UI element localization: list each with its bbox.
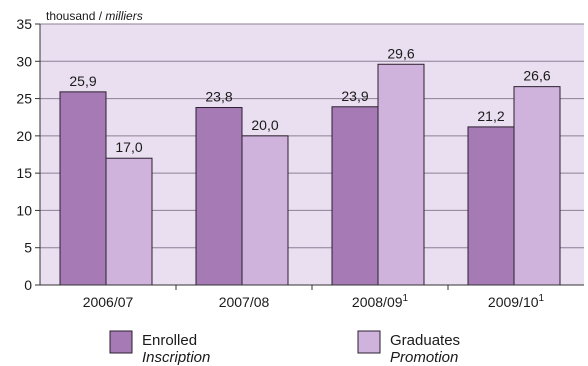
x-tick-label: 2006/07 xyxy=(83,294,134,310)
x-tick-label: 2008/091 xyxy=(352,293,409,310)
x-tick-label: 2009/101 xyxy=(488,293,545,310)
data-label-graduates-3: 26,6 xyxy=(523,68,550,84)
unit-label-regular: thousand / xyxy=(46,9,105,23)
data-label-enrolled-2: 23,9 xyxy=(341,88,368,104)
bar-enrolled-2 xyxy=(331,106,379,286)
data-label-enrolled-0: 25,9 xyxy=(69,73,96,89)
bar-enrolled-0 xyxy=(59,91,107,286)
y-tick-label: 20 xyxy=(16,128,32,144)
x-axis: 2006/07 2007/08 2008/091 2009/101 xyxy=(40,284,584,310)
bar-graduates-2 xyxy=(377,63,425,286)
unit-label-italic: milliers xyxy=(105,9,142,23)
y-tick-label: 35 xyxy=(16,16,32,32)
legend-label-italic: Inscription xyxy=(142,349,210,366)
x-tick-label-text: 2006/07 xyxy=(83,294,134,310)
data-label-graduates-2: 29,6 xyxy=(387,45,414,61)
y-tick-label: 10 xyxy=(16,202,32,218)
x-tick-label-text: 2007/08 xyxy=(219,294,270,310)
y-axis: 0 5 10 15 20 25 30 35 xyxy=(16,16,41,293)
data-label-enrolled-1: 23,8 xyxy=(205,89,232,105)
y-tick-label: 0 xyxy=(24,277,32,293)
bar-enrolled-1 xyxy=(195,107,243,286)
data-labels: 25,9 17,0 23,8 20,0 23,9 29,6 21,2 26,6 xyxy=(69,45,550,155)
legend-swatch xyxy=(357,330,381,354)
y-tick-label: 25 xyxy=(16,91,32,107)
x-tick-footnote: 1 xyxy=(539,293,545,304)
legend-label: Enrolled xyxy=(142,332,197,349)
y-tick-label: 15 xyxy=(16,165,32,181)
legend-label-italic: Promotion xyxy=(390,349,458,366)
bar-enrolled-3 xyxy=(467,126,515,286)
bar-graduates-3 xyxy=(513,86,561,286)
unit-label: thousand / milliers xyxy=(46,9,143,23)
y-tick-label: 5 xyxy=(24,240,32,256)
x-tick-footnote: 1 xyxy=(403,293,409,304)
data-label-enrolled-3: 21,2 xyxy=(477,108,504,124)
y-tick-label: 30 xyxy=(16,53,32,69)
bar-graduates-1 xyxy=(241,135,289,286)
bar-graduates-0 xyxy=(105,157,153,286)
bars xyxy=(59,63,561,286)
data-label-graduates-0: 17,0 xyxy=(115,139,142,155)
legend-swatch xyxy=(109,330,133,354)
x-tick-label-text: 2008/09 xyxy=(352,294,403,310)
x-tick-label: 2007/08 xyxy=(219,294,270,310)
data-label-graduates-1: 20,0 xyxy=(251,117,278,133)
legend-label: Graduates xyxy=(390,332,460,349)
x-tick-label-text: 2009/10 xyxy=(488,294,539,310)
